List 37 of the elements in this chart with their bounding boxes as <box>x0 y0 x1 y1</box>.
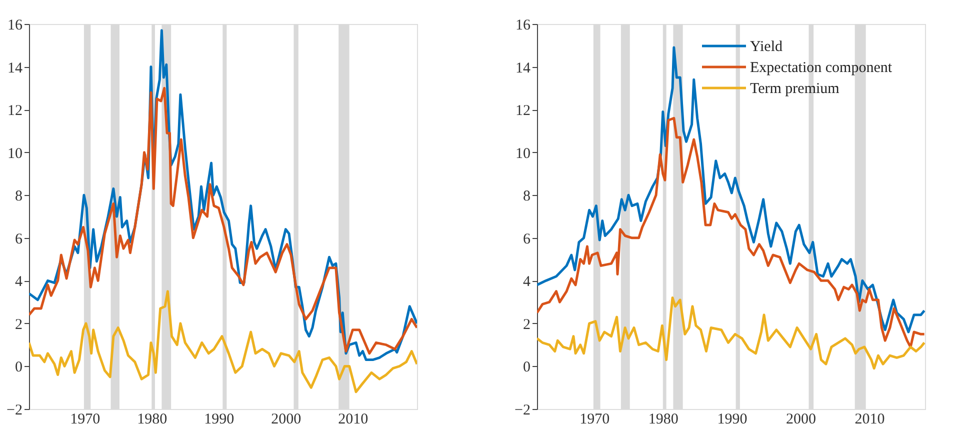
x-tick-label: 1980 <box>648 412 678 428</box>
y-tick-label: 8 <box>15 188 22 205</box>
y-tick-label: 4 <box>523 274 531 290</box>
y-tick-label: −2 <box>514 402 530 418</box>
line-series <box>537 116 925 348</box>
y-tick-label: 4 <box>15 274 23 290</box>
x-tick-label: 1990 <box>204 412 234 428</box>
y-tick-label: 10 <box>516 146 530 162</box>
y-tick-label: 16 <box>8 18 23 34</box>
x-tick-label: 1980 <box>137 412 168 428</box>
y-tick-label: 12 <box>8 103 22 120</box>
line-series <box>29 86 417 355</box>
x-tick-label: 1990 <box>717 412 748 428</box>
y-tick-label: 12 <box>516 103 530 120</box>
legend-label: Expectation component <box>750 60 893 76</box>
y-tick-label: 14 <box>8 60 23 76</box>
x-tick-label: 2000 <box>271 412 302 428</box>
y-tick-label: 6 <box>15 231 23 248</box>
y-tick-label: 0 <box>523 360 530 376</box>
y-tick-label: −2 <box>6 402 22 418</box>
y-tick-label: 10 <box>8 146 22 162</box>
y-tick-label: 0 <box>15 360 22 376</box>
legend-label: Term premium <box>750 81 840 97</box>
y-tick-label: 6 <box>523 231 531 248</box>
x-tick-label: 2010 <box>338 412 368 428</box>
line-series <box>537 296 925 370</box>
y-tick-label: 14 <box>516 60 531 76</box>
line-series <box>29 290 417 394</box>
y-tick-label: 8 <box>523 188 530 205</box>
y-tick-label: 2 <box>15 316 22 333</box>
x-tick-label: 2010 <box>854 412 885 428</box>
x-tick-label: 1970 <box>70 412 100 428</box>
x-tick-label: 1970 <box>580 412 610 428</box>
y-tick-label: 2 <box>523 316 530 333</box>
legend-label: Yield <box>750 39 783 55</box>
x-tick-label: 2000 <box>786 412 816 428</box>
y-tick-label: 16 <box>516 18 531 34</box>
